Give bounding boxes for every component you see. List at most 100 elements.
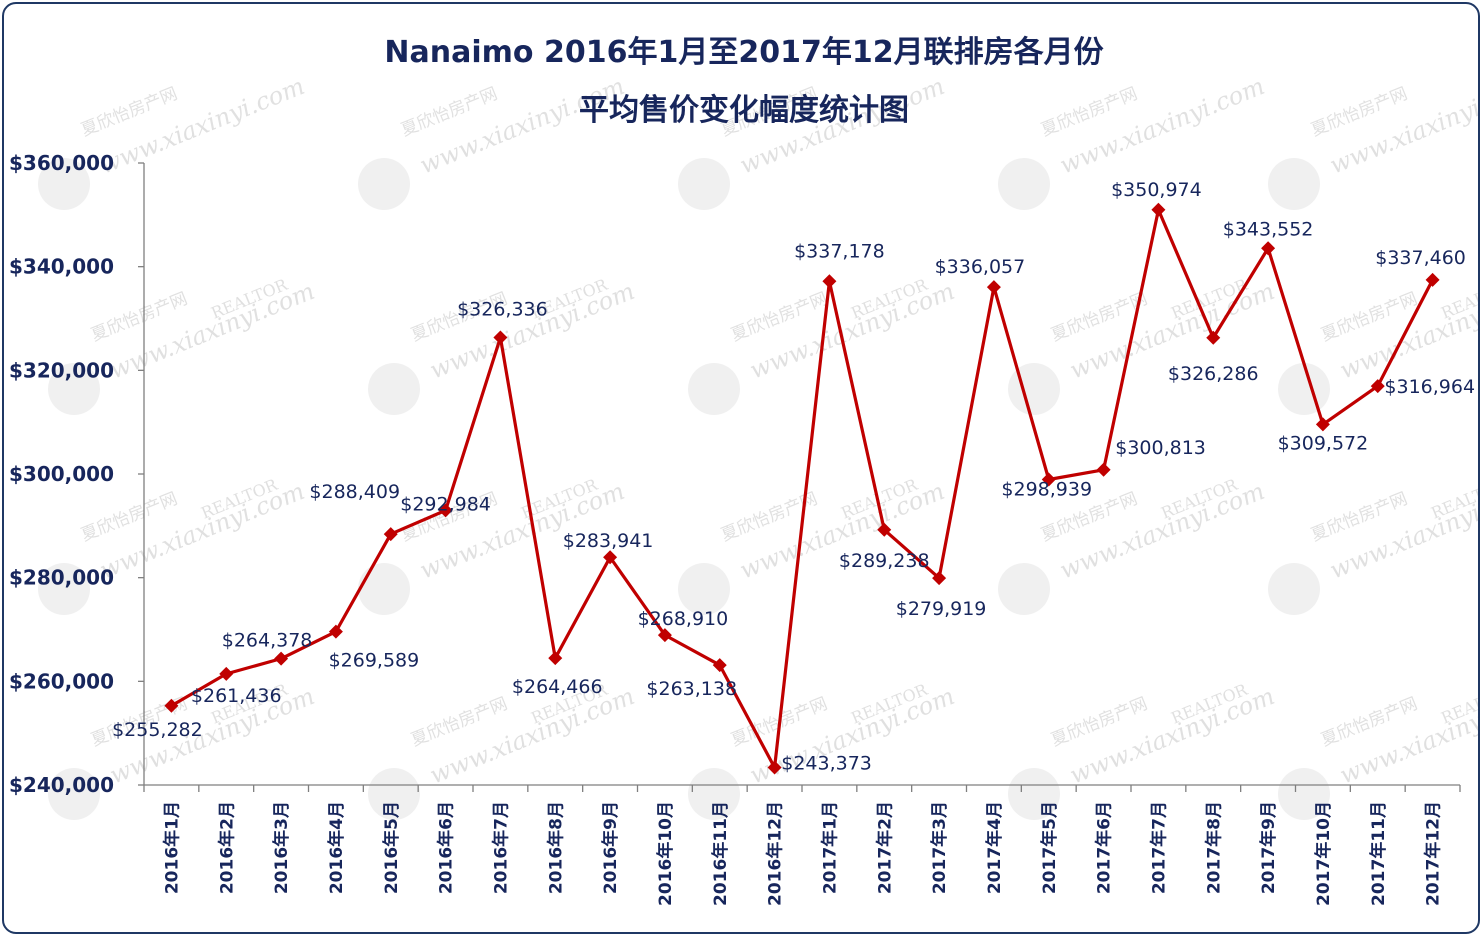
data-label: $337,460 [1375, 247, 1466, 269]
data-point-marker [822, 274, 837, 289]
data-point-marker [219, 666, 234, 681]
data-label: $336,057 [935, 256, 1026, 278]
x-tick-label: 2017年5月 [1039, 801, 1060, 894]
x-tick-label: 2017年7月 [1148, 801, 1169, 894]
data-label: $326,286 [1168, 363, 1259, 385]
data-label: $261,436 [191, 685, 282, 707]
x-tick-label: 2017年9月 [1258, 801, 1279, 894]
data-label: $350,974 [1111, 179, 1202, 201]
data-label-layer: $255,282 $261,436 $264,378 $269,589 $288,409… [112, 179, 1475, 775]
data-label: $264,466 [512, 676, 603, 698]
x-tick-label: 2016年6月 [436, 801, 457, 894]
data-point-marker [1151, 202, 1166, 217]
data-point-marker [438, 503, 453, 518]
x-tick-label: 2016年10月 [655, 801, 676, 906]
data-point-marker [1261, 241, 1276, 256]
axes [138, 162, 1461, 792]
data-point-marker [328, 624, 343, 639]
x-tick-label: 2017年12月 [1423, 801, 1444, 906]
series-layer [164, 202, 1440, 775]
data-label: $263,138 [646, 678, 737, 700]
x-tick-label: 2016年5月 [381, 801, 402, 894]
data-label: $343,552 [1223, 218, 1314, 240]
data-point-marker [164, 698, 179, 713]
y-tick-label: $320,000 [9, 358, 114, 382]
data-point-marker [657, 628, 672, 643]
chart-title-line1: Nanaimo 2016年1月至2017年12月联排房各月份 [384, 35, 1103, 70]
data-point-marker [1206, 330, 1221, 345]
x-tick-labels: 2016年1月 2016年2月 2016年3月 2016年4月 2016年5月 2016年… [161, 801, 1443, 906]
data-point-marker [1096, 462, 1111, 477]
data-label: $337,178 [794, 240, 885, 262]
x-tick-label: 2017年11月 [1368, 801, 1389, 906]
x-tick-label: 2016年2月 [216, 801, 237, 894]
data-point-marker [712, 658, 727, 673]
data-point-marker [383, 527, 398, 542]
x-tick-label: 2016年8月 [545, 801, 566, 894]
data-label: $243,373 [781, 753, 872, 775]
x-tick-label: 2017年8月 [1203, 801, 1224, 894]
data-label: $283,941 [563, 530, 654, 552]
data-point-marker [1315, 417, 1330, 432]
data-label: $269,589 [329, 650, 420, 672]
x-tick-label: 2016年7月 [490, 801, 511, 894]
data-label: $298,939 [1001, 478, 1092, 500]
data-label: $268,910 [638, 608, 729, 630]
x-tick-label: 2017年6月 [1094, 801, 1115, 894]
watermark-site: www.xiaxinyi.com [96, 72, 309, 180]
x-tick-label: 2017年4月 [984, 801, 1005, 894]
data-label: $326,336 [457, 298, 548, 320]
x-tick-label: 2016年11月 [710, 801, 731, 906]
data-label: $289,238 [839, 550, 930, 572]
x-tick-label: 2017年10月 [1313, 801, 1334, 906]
data-point-marker [1041, 472, 1056, 487]
data-label: $264,378 [222, 630, 313, 652]
y-tick-label: $300,000 [9, 462, 114, 486]
series-line [170, 208, 1435, 770]
x-tick-label: 2016年12月 [765, 801, 786, 906]
data-point-marker [603, 550, 618, 565]
y-tick-labels: $240,000 $260,000 $280,000 $300,000 $320,000… [9, 151, 114, 797]
watermark-site: www.xiaxinyi.com [1056, 72, 1269, 180]
x-tick-label: 2016年9月 [600, 801, 621, 894]
data-point-marker [1425, 272, 1440, 287]
y-tick-label: $360,000 [9, 151, 114, 175]
x-tick-label: 2017年2月 [874, 801, 895, 894]
data-point-marker [986, 280, 1001, 295]
data-point-marker [767, 760, 782, 775]
data-label: $316,964 [1384, 376, 1475, 398]
x-tick-label: 2017年3月 [929, 801, 950, 894]
data-label: $255,282 [112, 719, 203, 741]
y-tick-label: $280,000 [9, 566, 114, 590]
x-tick-label: 2016年4月 [326, 801, 347, 894]
x-tick-label: 2016年3月 [271, 801, 292, 894]
data-label: $292,984 [400, 493, 491, 515]
y-tick-label: $340,000 [9, 255, 114, 279]
y-tick-label: $260,000 [9, 669, 114, 693]
x-tick-label: 2016年1月 [161, 801, 182, 894]
data-label: $288,409 [309, 481, 400, 503]
data-label: $300,813 [1115, 437, 1206, 459]
data-point-marker [1370, 379, 1385, 394]
data-point-marker [932, 571, 947, 586]
data-point-marker [493, 330, 508, 345]
data-label: $309,572 [1278, 432, 1369, 454]
data-point-marker [877, 522, 892, 537]
x-tick-label: 2017年1月 [819, 801, 840, 894]
y-tick-label: $240,000 [9, 773, 114, 797]
data-point-marker [548, 651, 563, 666]
chart-title-line2: 平均售价变化幅度统计图 [579, 93, 909, 128]
